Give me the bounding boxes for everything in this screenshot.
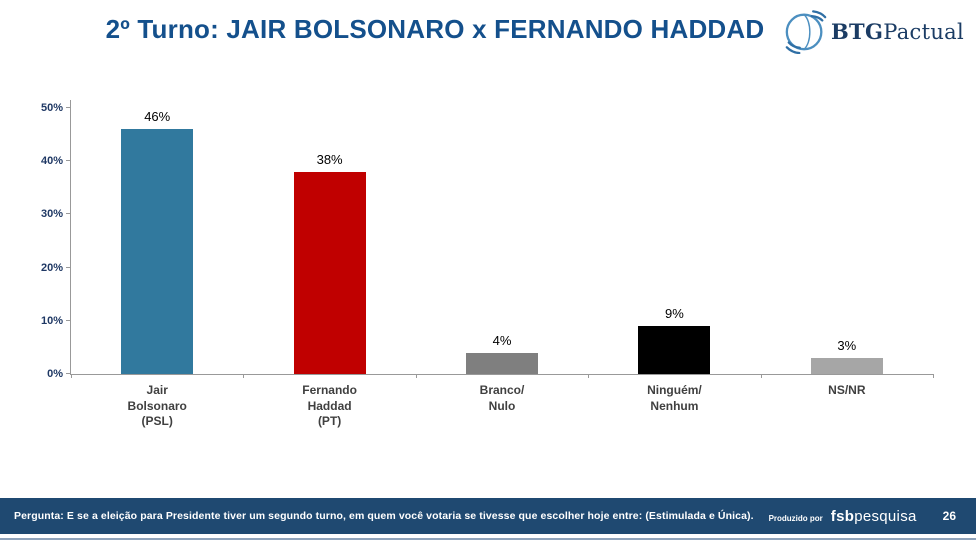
- y-axis-tick: [66, 213, 71, 215]
- fsb-pesquisa-logo: fsbpesquisa: [831, 508, 917, 525]
- category-label-fernando-haddad-pt: Fernando Haddad (PT): [302, 383, 357, 429]
- bar-group-ns-nr: 3% NS/NR: [761, 100, 935, 397]
- category-label-branco-nulo: Branco/ Nulo: [479, 383, 525, 413]
- producer-credit: Produzido por fsbpesquisa: [769, 508, 917, 525]
- footer-divider-line: [0, 538, 976, 540]
- footer-bar: Pergunta: E se a eleição para Presidente…: [0, 498, 976, 534]
- logo-text-btg: BTG: [831, 18, 884, 44]
- value-label-jair-bolsonaro-psl: 46%: [144, 109, 171, 125]
- btg-pactual-wordmark: BTGPactual: [831, 19, 964, 44]
- btg-pactual-logo: BTGPactual: [783, 8, 964, 54]
- category-label-ns-nr: NS/NR: [828, 383, 866, 397]
- y-axis-label: 40%: [40, 155, 63, 168]
- y-axis-tick: [66, 373, 71, 374]
- value-label-branco-nulo: 4%: [492, 332, 512, 348]
- category-label-jair-bolsonaro-psl: Jair Bolsonaro (PSL): [127, 383, 187, 429]
- bar-ningu-m-nenhum: [638, 326, 711, 374]
- bar-group-fernando-haddad-pt: 38% Fernando Haddad (PT): [243, 100, 418, 428]
- y-axis-tick: [66, 266, 71, 268]
- value-label-ningu-m-nenhum: 9%: [665, 306, 684, 322]
- y-axis-label: 20%: [40, 261, 63, 274]
- category-label-ningu-m-nenhum: Ninguém/ Nenhum: [647, 383, 702, 413]
- y-axis-tick: [66, 160, 71, 162]
- value-label-fernando-haddad-pt: 38%: [316, 151, 343, 167]
- y-axis-label: 50%: [40, 102, 63, 114]
- value-label-ns-nr: 3%: [837, 338, 857, 354]
- bar-ns-nr: [810, 358, 883, 374]
- bar-fernando-haddad-pt: [293, 171, 366, 374]
- bar-branco-nulo: [466, 352, 539, 374]
- bar-group-ningu-m-nenhum: 9% Ninguém/ Nenhum: [588, 100, 763, 413]
- logo-text-pactual: Pactual: [883, 19, 964, 44]
- y-axis-label: 0%: [47, 368, 63, 380]
- question-text: Pergunta: E se a eleição para Presidente…: [14, 510, 754, 522]
- y-axis-label: 10%: [40, 314, 63, 327]
- produced-by-label: Produzido por: [768, 513, 823, 523]
- page-title: 2º Turno: JAIR BOLSONARO x FERNANDO HADD…: [105, 14, 765, 44]
- y-axis-tick: [66, 107, 71, 108]
- page-number: 26: [942, 509, 956, 523]
- globe-icon: [785, 10, 827, 54]
- bar-group-branco-nulo: 4% Branco/ Nulo: [416, 100, 590, 413]
- bar-group-jair-bolsonaro-psl: 46% Jair Bolsonaro (PSL): [71, 100, 245, 428]
- y-axis-label: 30%: [40, 208, 63, 221]
- fsb-logo-bold: fsb: [830, 507, 855, 525]
- bar-chart: 46% Jair Bolsonaro (PSL) 38% Fernando Hadda…: [41, 100, 935, 428]
- y-axis-tick: [66, 319, 71, 321]
- fsb-logo-regular: pesquisa: [854, 507, 917, 525]
- bar-jair-bolsonaro-psl: [121, 129, 194, 374]
